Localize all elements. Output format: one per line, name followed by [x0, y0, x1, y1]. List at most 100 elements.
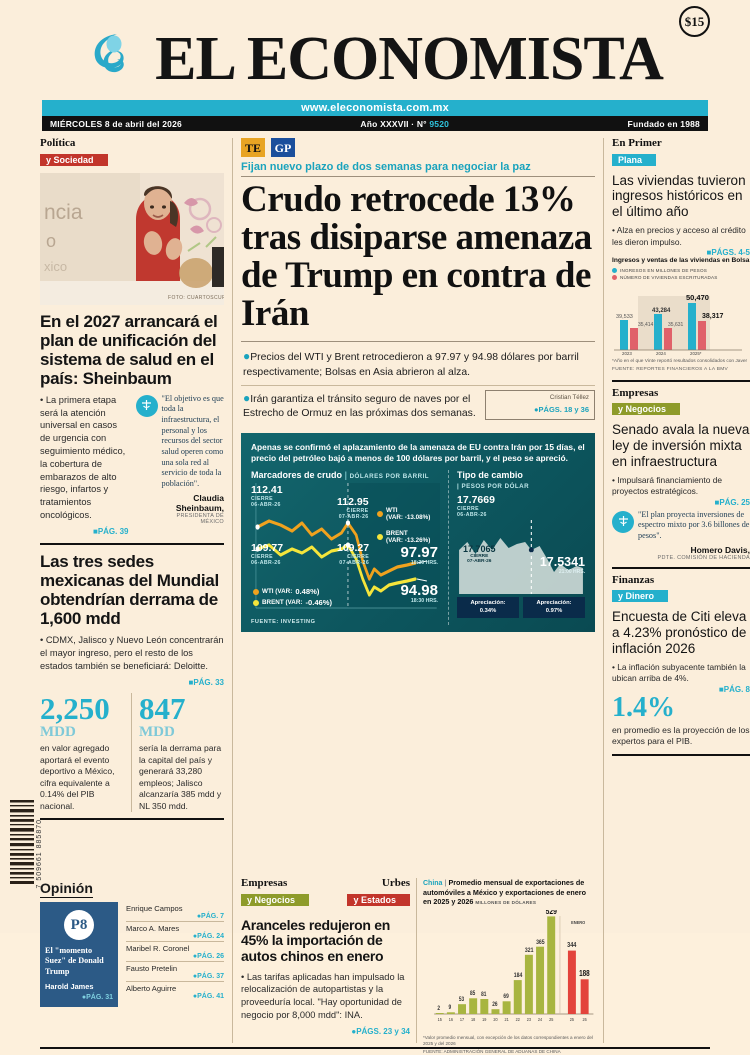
svg-text:43,284: 43,284 [652, 308, 671, 314]
svg-text:2024: 2024 [656, 351, 666, 356]
rk1: En Primer [612, 137, 662, 149]
badge-te[interactable]: TE [241, 138, 265, 157]
legend-brent: BRENT (VAR: -13.26%) [377, 530, 430, 544]
crude-line-chart [255, 483, 440, 609]
fx-chart-title: Tipo de cambio | PESOS POR DÓLAR [457, 470, 530, 491]
footer-rule [40, 1047, 710, 1049]
svg-text:FOTO: CUARTOSCURO: FOTO: CUARTOSCURO [168, 295, 224, 301]
opinion-author: Alberto Aguirre [126, 984, 177, 993]
section-badges: TE GP [241, 138, 595, 157]
svg-text:184: 184 [514, 972, 523, 979]
autos-page-ref[interactable]: ●PÁGS. 23 y 34 [351, 1026, 410, 1036]
infographic-intro: Apenas se confirmó el aplazamiento de la… [251, 441, 585, 464]
svg-text:17: 17 [460, 1016, 465, 1022]
mundial-headline[interactable]: Las tres sedes mexicanas del Mundial obt… [40, 551, 219, 629]
opinion-page[interactable]: ●PÁG. 7 [196, 913, 224, 920]
opinion-list: Enrique Campos ●PÁG. 7 Marco A. Mares ●P… [126, 902, 224, 1007]
stat2-text: sería la derrama para la capital del paí… [139, 743, 222, 811]
finanzas-page-ref[interactable]: ■PÁG. 8 [718, 684, 750, 694]
appreciation-1: Apreciación: 0.34% [457, 597, 519, 619]
marker-2: 109.77 CIERRE 06-ABR-26 [251, 542, 284, 567]
sheinbaum-quote-block: "El objetivo es que toda la infraestruct… [135, 394, 224, 537]
site-url[interactable]: www.eleconomista.com.mx [301, 102, 449, 114]
svg-text:21: 21 [504, 1016, 509, 1022]
byline-author: Cristian Téllez [549, 393, 589, 401]
byline-box: Cristian Téllez ●PÁGS. 18 y 36 [485, 389, 595, 420]
opinion-page[interactable]: ●PÁG. 37 [192, 973, 224, 980]
fx-chart-panel: Tipo de cambio | PESOS POR DÓLAR 17.7669 … [457, 470, 585, 625]
oil-infographic: Apenas se confirmó el aplazamiento de la… [241, 432, 595, 633]
svg-text:321: 321 [525, 947, 534, 954]
ak1: Empresas [241, 877, 288, 889]
kicker-en-primer-plana[interactable]: En Primer Plana [612, 137, 750, 168]
crude-chart-title: Marcadores de crudo | DÓLARES POR BARRIL [251, 470, 430, 481]
empresas-headline[interactable]: Senado avala la nueva ley de inversión m… [612, 422, 750, 470]
founded-year: Fundado en 1988 [627, 118, 700, 129]
svg-text:69: 69 [503, 993, 508, 1000]
ak3: Urbes [381, 877, 410, 889]
center-column: TE GP Fijan nuevo plazo de dos semanas p… [232, 138, 604, 878]
divider [40, 542, 224, 545]
kicker-empresas[interactable]: Empresas y Negocios [612, 387, 750, 418]
opinion-card-page[interactable]: ●PÁG. 31 [81, 993, 113, 1001]
viviendas-bullet: • Alza en precios y acceso al crédito le… [612, 225, 746, 247]
kicker-empresas-2[interactable]: Empresas y Negocios [241, 877, 310, 908]
stat-block-2: 847 MDD sería la derrama para la capital… [139, 693, 224, 813]
autos-chart-source: FUENTE: ADMINISTRACIÓN GENERAL DE ADUANA… [423, 1048, 561, 1054]
lead-bullet-1: ●Precios del WTI y Brent retrocedieron a… [243, 349, 579, 378]
main-headline[interactable]: Crudo retrocede 13% tras disiparse amena… [241, 179, 592, 335]
byline-pages[interactable]: ●PÁGS. 18 y 36 [534, 405, 589, 415]
viviendas-headline[interactable]: Las viviendas tuvieron ingresos históric… [612, 172, 746, 220]
list-item[interactable]: Maribel R. Coronel ●PÁG. 26 [126, 942, 224, 962]
svg-text:ncia: ncia [44, 201, 83, 224]
list-item[interactable]: Fausto Pretelin ●PÁG. 37 [126, 962, 224, 982]
svg-text:23: 23 [527, 1016, 532, 1022]
finanzas-headline[interactable]: Encuesta de Citi eleva a 4.23% pronóstic… [612, 609, 747, 657]
appreciation-2: Apreciación: 0.97% [523, 597, 585, 619]
empresas-bullet: • Impulsará financiamiento de proyectos … [612, 475, 723, 497]
opinion-title: Opinión [40, 880, 93, 898]
badge-gp[interactable]: GP [271, 138, 295, 157]
svg-text:2025*: 2025* [690, 351, 702, 356]
left-page-ref[interactable]: ■PÁG. 39 [92, 526, 129, 536]
finanzas-bignum: 1.4% [612, 691, 675, 723]
stat2-unit: MDD [139, 723, 175, 740]
opinion-page[interactable]: ●PÁG. 26 [192, 953, 224, 960]
autos-bullet-text: • Las tarifas aplicadas han impulsado la… [241, 971, 405, 1021]
marker-3: 112.95 CIERRE 07-ABR-26 [337, 496, 369, 521]
viviendas-bar-chart: 39,533 35,414 43,284 35,631 50,470 38,31… [612, 284, 750, 356]
kicker-urbes[interactable]: Urbes y Estados [347, 877, 410, 908]
mundial-page-ref[interactable]: ■PÁG. 33 [188, 677, 224, 687]
opinion-author: Marco A. Mares [126, 924, 180, 933]
bottom-section: Opinión P8 El "momento Suez" de Donald T… [40, 877, 710, 1054]
kicker-politica[interactable]: Política y Sociedad [40, 137, 224, 168]
kicker-line1: Política [40, 137, 76, 149]
list-item[interactable]: Enrique Campos ●PÁG. 7 [126, 902, 224, 922]
empresas-page-ref[interactable]: ■PÁG. 25 [714, 497, 750, 507]
barcode [8, 798, 38, 888]
viviendas-page-ref[interactable]: ■PÁGS. 4-5 [706, 248, 750, 257]
fx-area-chart [459, 520, 583, 595]
opinion-feature-card[interactable]: P8 El "momento Suez" de Donald Trump Har… [40, 902, 118, 1007]
autos-chart-note: *Valor promedio mensual, con excepción d… [423, 1034, 593, 1046]
svg-text:39,533: 39,533 [616, 314, 633, 320]
mini-chart-title: Ingresos y ventas de las viviendas en Bo… [612, 257, 750, 264]
svg-text:35,414: 35,414 [638, 322, 654, 328]
list-item[interactable]: Alberto Aguirre ●PÁG. 41 [126, 982, 224, 1001]
kicker-finanzas[interactable]: Finanzas y Dinero [612, 574, 750, 605]
stat1-unit: MDD [40, 723, 76, 740]
viviendas-source: FUENTE: REPORTES FINANCIEROS A LA BMV [612, 367, 729, 373]
autos-headline[interactable]: Aranceles redujeron en 45% la importació… [241, 916, 391, 964]
svg-text:25: 25 [549, 1016, 554, 1022]
list-item[interactable]: Marco A. Mares ●PÁG. 24 [126, 922, 224, 942]
opinion-page[interactable]: ●PÁG. 24 [192, 933, 224, 940]
lead-bullet-2: ●Irán garantiza el tránsito seguro de na… [243, 390, 476, 420]
svg-text:22: 22 [516, 1016, 521, 1022]
opinion-page[interactable]: ●PÁG. 41 [192, 993, 224, 1000]
autos-chart-header: China | Promedio mensual de exportacione… [423, 878, 586, 907]
svg-text:529: 529 [546, 910, 557, 916]
left-headline[interactable]: En el 2027 arrancará el plan de unificac… [40, 311, 218, 388]
svg-text:16: 16 [449, 1016, 454, 1022]
p8-logo-icon: P8 [64, 910, 94, 940]
stat1-text: en valor agregado aportará el evento dep… [40, 743, 115, 811]
